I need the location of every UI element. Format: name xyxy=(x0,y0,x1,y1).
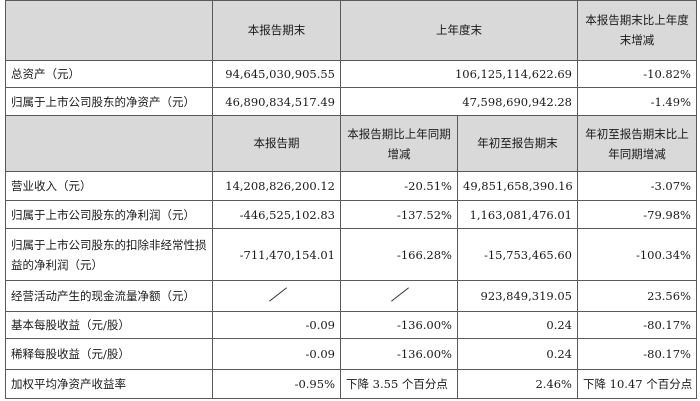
header-blank-cell xyxy=(5,115,213,173)
header-row-2: 本报告期 本报告期比上年同期增减 年初至报告期末 年初至报告期末比上年同期增减 xyxy=(5,115,697,173)
header-blank-cell xyxy=(5,0,213,61)
cell-value: 1,163,081,476.01 xyxy=(457,200,578,229)
cell-change: -10.82% xyxy=(577,59,697,89)
cell-change: -136.00% xyxy=(340,338,458,370)
cell-value: 923,849,319.05 xyxy=(457,280,578,312)
cell-change: -3.07% xyxy=(577,171,697,202)
cell-value: 0.24 xyxy=(457,310,578,340)
row-label-operating-cash-flow: 经营活动产生的现金流量净额（元） xyxy=(5,280,213,312)
cell-value: -0.95% xyxy=(212,368,341,400)
row-label-weighted-roe: 加权平均净资产收益率 xyxy=(5,368,213,400)
header-prev-year-end: 上年度末 xyxy=(340,0,578,61)
cell-value: 14,208,826,200.12 xyxy=(212,171,341,202)
cell-change: -80.17% xyxy=(577,310,697,340)
table-row: 归属于上市公司股东的净资产（元） 46,890,834,517.49 47,59… xyxy=(5,87,697,117)
row-label-basic-eps: 基本每股收益（元/股） xyxy=(5,310,213,340)
cell-change: -1.49% xyxy=(577,87,697,117)
slash-icon xyxy=(388,288,410,302)
cell-value: -0.09 xyxy=(212,310,341,340)
cell-value: 0.24 xyxy=(457,338,578,370)
row-label-revenue: 营业收入（元） xyxy=(5,171,213,202)
financial-data-table: 本报告期末 上年度末 本报告期末比上年度末增减 总资产（元） 94,645,03… xyxy=(5,0,697,400)
row-label-net-profit-excl-nonrecurring: 归属于上市公司股东的扣除非经常性损益的净利润（元） xyxy=(5,227,213,282)
header-ytd-change: 年初至报告期末比上年同期增减 xyxy=(577,115,697,173)
table-row: 基本每股收益（元/股） -0.09 -136.00% 0.24 -80.17% xyxy=(5,310,697,340)
cell-not-applicable xyxy=(212,280,341,312)
cell-value: 47,598,690,942.28 xyxy=(340,87,578,117)
cell-value: 2.46% xyxy=(457,368,578,400)
table-row: 稀释每股收益（元/股） -0.09 -136.00% 0.24 -80.17% xyxy=(5,338,697,370)
table-row: 归属于上市公司股东的扣除非经常性损益的净利润（元） -711,470,154.0… xyxy=(5,227,697,282)
header-change-vs-prev-year-end: 本报告期末比上年度末增减 xyxy=(577,0,697,61)
table-row: 归属于上市公司股东的净利润（元） -446,525,102.83 -137.52… xyxy=(5,200,697,229)
row-label-diluted-eps: 稀释每股收益（元/股） xyxy=(5,338,213,370)
cell-value: 94,645,030,905.55 xyxy=(212,59,341,89)
cell-change: 下降 3.55 个百分点 xyxy=(340,368,458,400)
header-row-1: 本报告期末 上年度末 本报告期末比上年度末增减 xyxy=(5,0,697,61)
cell-value: -15,753,465.60 xyxy=(457,227,578,282)
row-label-net-profit: 归属于上市公司股东的净利润（元） xyxy=(5,200,213,229)
row-label-total-assets: 总资产（元） xyxy=(5,59,213,89)
cell-change: -20.51% xyxy=(340,171,458,202)
table-row: 加权平均净资产收益率 -0.95% 下降 3.55 个百分点 2.46% 下降 … xyxy=(5,368,697,400)
header-ytd: 年初至报告期末 xyxy=(457,115,578,173)
cell-change: -79.98% xyxy=(577,200,697,229)
cell-value: 106,125,114,622.69 xyxy=(340,59,578,89)
cell-value: 46,890,834,517.49 xyxy=(212,87,341,117)
table-row: 总资产（元） 94,645,030,905.55 106,125,114,622… xyxy=(5,59,697,89)
header-period-change: 本报告期比上年同期增减 xyxy=(340,115,458,173)
table-row: 营业收入（元） 14,208,826,200.12 -20.51% 49,851… xyxy=(5,171,697,202)
cell-change: -80.17% xyxy=(577,338,697,370)
cell-value: 49,851,658,390.16 xyxy=(457,171,578,202)
header-current-period-end: 本报告期末 xyxy=(212,0,341,61)
cell-change: 23.56% xyxy=(577,280,697,312)
cell-value: -446,525,102.83 xyxy=(212,200,341,229)
slash-icon xyxy=(266,288,288,302)
cell-change: -136.00% xyxy=(340,310,458,340)
row-label-net-assets: 归属于上市公司股东的净资产（元） xyxy=(5,87,213,117)
table-row: 经营活动产生的现金流量净额（元） 923,849,319.05 23.56% xyxy=(5,280,697,312)
cell-change: -137.52% xyxy=(340,200,458,229)
cell-value: -711,470,154.01 xyxy=(212,227,341,282)
cell-change: 下降 10.47 个百分点 xyxy=(577,368,697,400)
cell-value: -0.09 xyxy=(212,338,341,370)
cell-change: -100.34% xyxy=(577,227,697,282)
cell-change: -166.28% xyxy=(340,227,458,282)
header-report-period: 本报告期 xyxy=(212,115,341,173)
cell-not-applicable xyxy=(340,280,458,312)
